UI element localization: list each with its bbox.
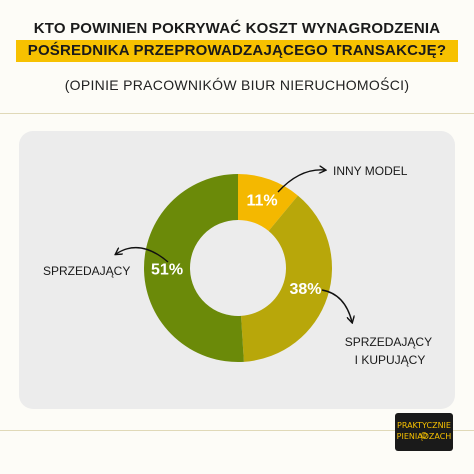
inny-model-arrow [277,170,325,193]
brand-logo: PRAKTYCZNIE O PIENIĄDZACH [395,413,453,451]
category-label-sprzedajacy-i-kupujacy: SPRZEDAJĄCY I KUPUJĄCY [345,335,435,367]
logo-line-1: PRAKTYCZNIE O [397,421,451,440]
donut-value-labels: 11% 38% 51% [151,192,322,298]
chart-title: KTO POWINIEN POKRYWAĆ KOSZT WYNAGRODZENI… [0,18,474,62]
bottom-divider [0,430,474,431]
slice-inny-model [238,174,298,232]
logo-line-2: PIENIĄDZACH [396,432,452,441]
value-label-sprzedajacy: 51% [151,261,183,278]
sprzedajacy-i-kupujacy-arrow [321,289,352,322]
top-divider [0,113,474,114]
chart-subtitle: (OPINIE PRACOWNIKÓW BIUR NIERUCHOMOŚCI) [64,77,410,93]
slice-sprzedajacy [143,174,244,363]
category-label-sprzedajacy: SPRZEDAJĄCY [43,264,130,278]
category-label-inny-model: INNY MODEL [333,164,408,178]
title-line-1: KTO POWINIEN POKRYWAĆ KOSZT WYNAGRODZENI… [33,20,441,37]
donut-slices [143,174,332,363]
title-line-2: POŚREDNIKA PRZEPROWADZAJĄCEGO TRANSAKCJĘ… [15,40,459,62]
value-label-inny-model: 11% [246,192,277,209]
sprzedajacy-arrow [116,246,169,263]
value-label-sprzedajacy-i-kupujacy: 38% [290,281,322,298]
slice-sprzedajacy-i-kupujacy [241,195,332,362]
